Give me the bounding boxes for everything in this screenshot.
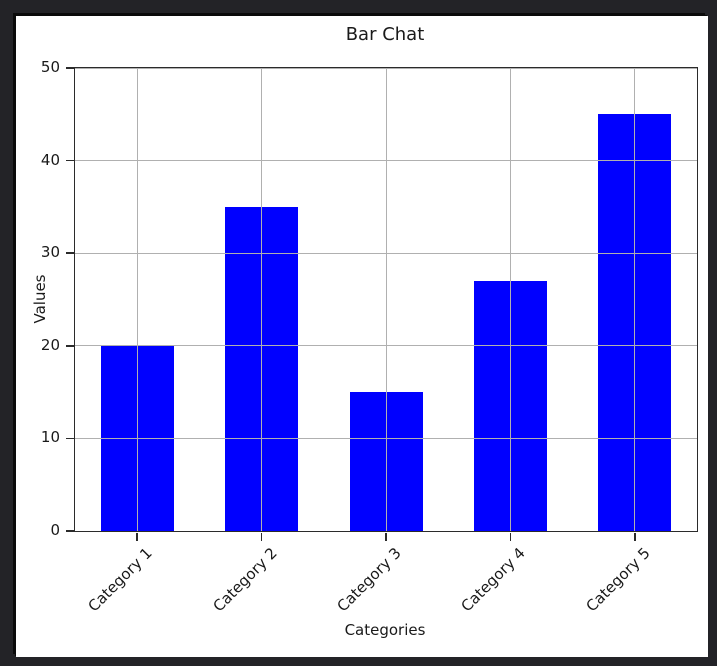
y-tick-mark bbox=[65, 530, 74, 532]
y-tick-label: 40 bbox=[40, 150, 60, 169]
y-axis-label: Values bbox=[31, 273, 49, 324]
y-tick-label: 30 bbox=[40, 243, 60, 262]
x-gridline bbox=[136, 68, 138, 531]
y-tick-label: 10 bbox=[40, 428, 60, 447]
y-tick-label: 0 bbox=[50, 521, 60, 539]
x-tick-mark bbox=[260, 532, 263, 541]
plot-area bbox=[65, 67, 698, 541]
chart-figure: Bar Chat Values Categories 0 10 20 30 40 50 Ca… bbox=[16, 16, 708, 657]
y-tick-mark bbox=[65, 252, 74, 254]
x-tick-mark bbox=[136, 532, 138, 541]
y-tick-mark bbox=[65, 345, 74, 347]
y-tick-label: 50 bbox=[40, 58, 60, 76]
y-tick-mark bbox=[65, 159, 74, 162]
x-tick-label: Category 2 bbox=[209, 544, 281, 616]
x-tick-mark bbox=[509, 532, 512, 541]
x-gridline bbox=[509, 68, 511, 531]
x-tick-mark bbox=[634, 532, 636, 541]
x-gridline bbox=[385, 68, 387, 531]
x-tick-label: Category 1 bbox=[84, 544, 156, 616]
x-tick-mark bbox=[385, 532, 387, 541]
x-gridline bbox=[634, 68, 636, 531]
x-gridline bbox=[261, 68, 263, 531]
chart-title: Bar Chat bbox=[345, 24, 425, 45]
x-tick-label: Category 5 bbox=[582, 544, 654, 616]
y-tick-label: 20 bbox=[40, 335, 60, 354]
y-tick-mark bbox=[65, 67, 74, 69]
y-tick-mark bbox=[65, 437, 74, 440]
x-tick-label: Category 4 bbox=[457, 544, 530, 616]
x-axis-label: Categories bbox=[344, 621, 426, 639]
x-tick-label: Category 3 bbox=[333, 544, 405, 616]
